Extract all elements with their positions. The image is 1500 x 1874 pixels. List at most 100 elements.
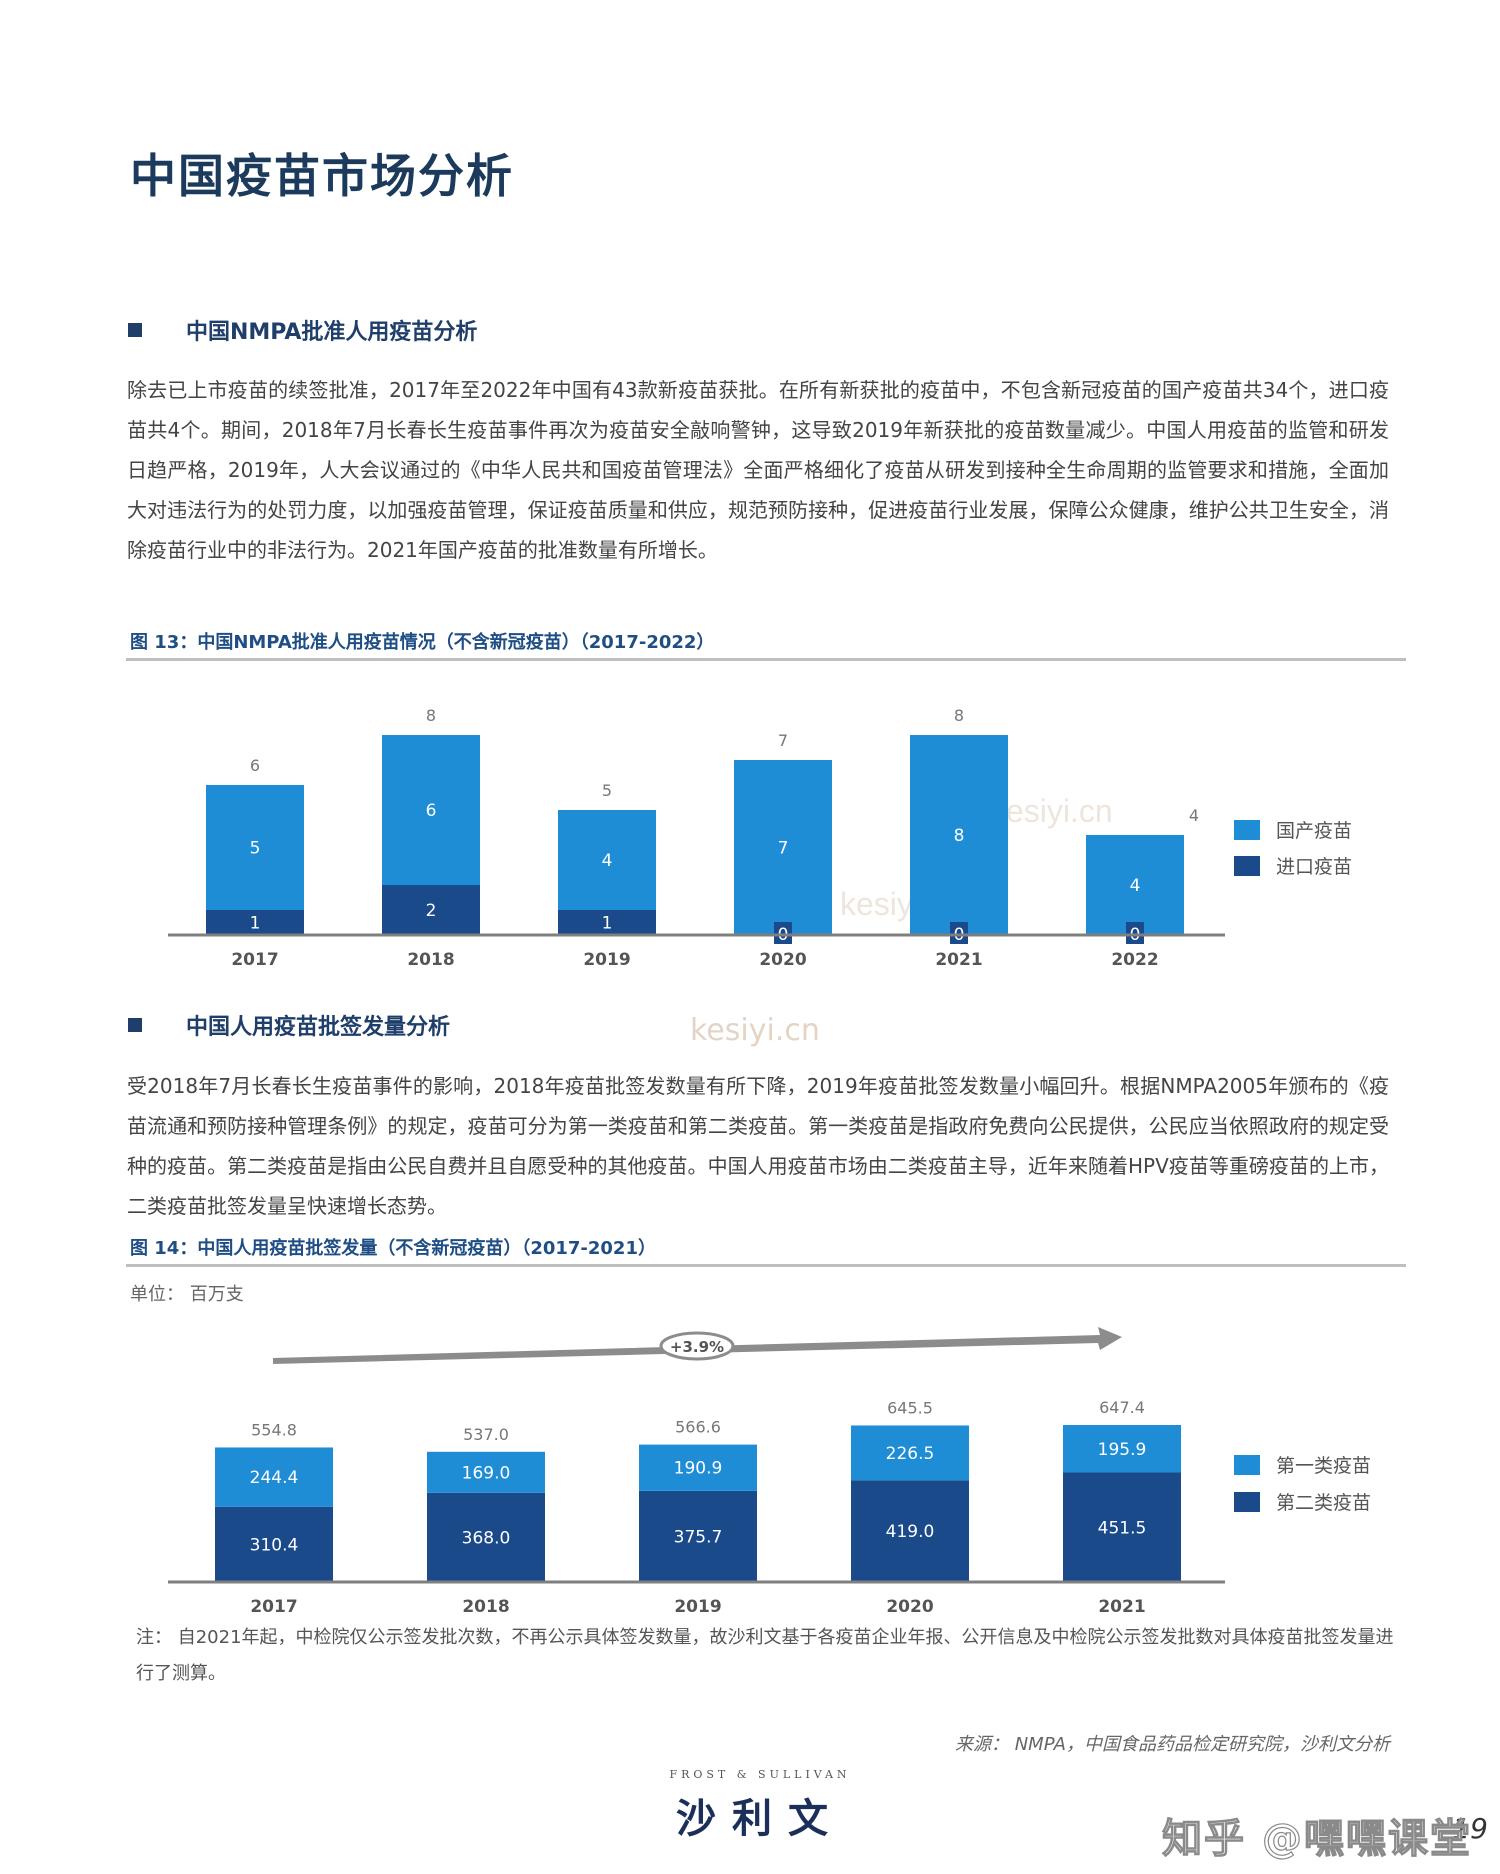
square-bullet-icon [128, 323, 142, 337]
label-total: 8 [426, 706, 436, 725]
sullivan-logo: 沙利文 [676, 1796, 844, 1842]
label-total: 554.8 [251, 1420, 297, 1439]
legend-label: 第二类疫苗 [1276, 1492, 1371, 1514]
label-category-2: 375.7 [674, 1527, 723, 1547]
trend-arrow-icon [273, 1327, 1122, 1364]
legend-swatch [1234, 820, 1260, 840]
watermark-text: kesiyi.cn [690, 1013, 820, 1048]
bar-category-2 [1063, 1472, 1181, 1582]
label-category-2: 368.0 [462, 1528, 511, 1548]
watermark-overlay: kesiyi.cn [690, 1013, 820, 1048]
legend-swatch [1234, 856, 1260, 876]
x-tick-label: 2019 [674, 1597, 721, 1617]
label-total: 7 [778, 731, 788, 750]
source-text: 来源： NMPA，中国食品药品检定研究院，沙利文分析 [955, 1734, 1390, 1755]
x-tick-label: 2017 [231, 950, 278, 970]
label-category-1: 244.4 [250, 1468, 299, 1488]
label-domestic: 4 [1130, 876, 1141, 896]
bar-domestic [910, 735, 1008, 935]
cagr-badge [659, 1331, 735, 1361]
label-domestic: 7 [778, 839, 789, 859]
bar-imported [558, 910, 656, 935]
section-heading-nmpa: 中国NMPA批准人用疫苗分析 [128, 315, 477, 345]
label-domestic: 6 [426, 801, 437, 821]
zero-marker [950, 922, 968, 944]
legend-swatch [1234, 1492, 1260, 1512]
x-tick-label: 2021 [935, 950, 982, 970]
chart-nmpa-approvals: kesiyi.cn kesiyi.cn 51620176282018415201… [168, 706, 1352, 970]
x-tick-label: 2020 [886, 1597, 933, 1617]
watermark-text: kesiyi.cn [990, 793, 1113, 829]
bar-domestic [734, 760, 832, 935]
label-total: 647.4 [1099, 1398, 1145, 1417]
x-tick-label: 2018 [462, 1597, 509, 1617]
bar-category-1 [639, 1444, 757, 1491]
bar-category-1 [1063, 1425, 1181, 1473]
paragraph-lot-release: 受2018年7月长春长生疫苗事件的影响，2018年疫苗批签发数量有所下降，201… [127, 1074, 1389, 1218]
chart-note: 注： 自2021年起，中检院仅公示签发批次数，不再公示具体签发数量，故沙利文基于… [136, 1627, 1394, 1684]
label-total: 645.5 [887, 1398, 933, 1417]
label-total: 8 [954, 706, 964, 725]
bar-category-2 [215, 1506, 333, 1582]
section-heading-lot-release: 中国人用疫苗批签发量分析 [128, 1010, 450, 1040]
chart-lot-release: +3.9% 310.4 244.4 554.8 2017 368.0 169.0 537.0… [168, 1327, 1371, 1617]
frost-sullivan-logo: FROST & SULLIVAN [669, 1768, 851, 1781]
bar-category-2 [639, 1490, 757, 1582]
label-total: 4 [1189, 806, 1199, 825]
label-category-1: 169.0 [462, 1463, 511, 1483]
label-category-2: 451.5 [1098, 1518, 1147, 1538]
label-imported: 1 [602, 914, 613, 934]
figure-14-rule [126, 1264, 1406, 1267]
bar-category-2 [851, 1480, 969, 1582]
bar-category-1 [215, 1447, 333, 1507]
figure-14-title: 图 14：中国人用疫苗批签发量（不含新冠疫苗）（2017-2021） [130, 1238, 656, 1259]
label-category-1: 190.9 [674, 1459, 723, 1479]
label-category-2: 310.4 [250, 1535, 299, 1555]
label-category-1: 226.5 [886, 1444, 935, 1464]
x-tick-label: 2017 [250, 1597, 297, 1617]
legend-label: 进口疫苗 [1276, 856, 1352, 878]
bar-domestic [206, 785, 304, 910]
cagr-arrow: +3.9% [273, 1327, 1122, 1364]
legend-label: 第一类疫苗 [1276, 1455, 1371, 1477]
label-imported: 2 [426, 901, 437, 921]
paragraph-nmpa: 除去已上市疫苗的续签批准，2017年至2022年中国有43款新疫苗获批。在所有新… [127, 378, 1389, 562]
label-total: 6 [250, 756, 260, 775]
cagr-label: +3.9% [670, 1338, 724, 1356]
page-number: 19 [1452, 1812, 1488, 1845]
bar-category-1 [851, 1425, 969, 1481]
zhihu-watermark: 知乎 @嘿嘿课堂 [1161, 1815, 1472, 1862]
label-total: 566.6 [675, 1418, 721, 1437]
label-imported: 1 [250, 914, 261, 934]
label-category-2: 419.0 [886, 1522, 935, 1542]
label-total: 5 [602, 781, 612, 800]
unit-label: 单位： 百万支 [130, 1284, 244, 1305]
label-domestic: 5 [250, 839, 261, 859]
zero-marker [774, 922, 792, 944]
figure-13-rule [126, 658, 1406, 661]
bar-imported [382, 885, 480, 935]
x-tick-label: 2021 [1098, 1597, 1145, 1617]
label-total: 537.0 [463, 1425, 509, 1444]
section-heading-label: 中国NMPA批准人用疫苗分析 [186, 320, 478, 345]
x-tick-label: 2018 [407, 950, 454, 970]
bar-domestic [1086, 835, 1184, 935]
figure-13-title: 图 13：中国NMPA批准人用疫苗情况（不含新冠疫苗）（2017-2022） [130, 632, 715, 653]
bar-category-2 [427, 1492, 545, 1582]
zero-marker [1126, 922, 1144, 944]
page-title: 中国疫苗市场分析 [130, 149, 514, 203]
legend-label: 国产疫苗 [1276, 820, 1352, 842]
legend-swatch [1234, 1455, 1260, 1475]
x-tick-label: 2020 [759, 950, 806, 970]
bar-domestic [558, 810, 656, 910]
label-category-1: 195.9 [1098, 1440, 1147, 1460]
section-heading-label: 中国人用疫苗批签发量分析 [186, 1015, 451, 1040]
x-tick-label: 2019 [583, 950, 630, 970]
bar-imported [206, 910, 304, 935]
label-domestic: 8 [954, 826, 965, 846]
bar-domestic [382, 735, 480, 885]
bar-category-1 [427, 1451, 545, 1493]
label-domestic: 4 [602, 851, 613, 871]
square-bullet-icon [128, 1018, 142, 1032]
x-tick-label: 2022 [1111, 950, 1158, 970]
